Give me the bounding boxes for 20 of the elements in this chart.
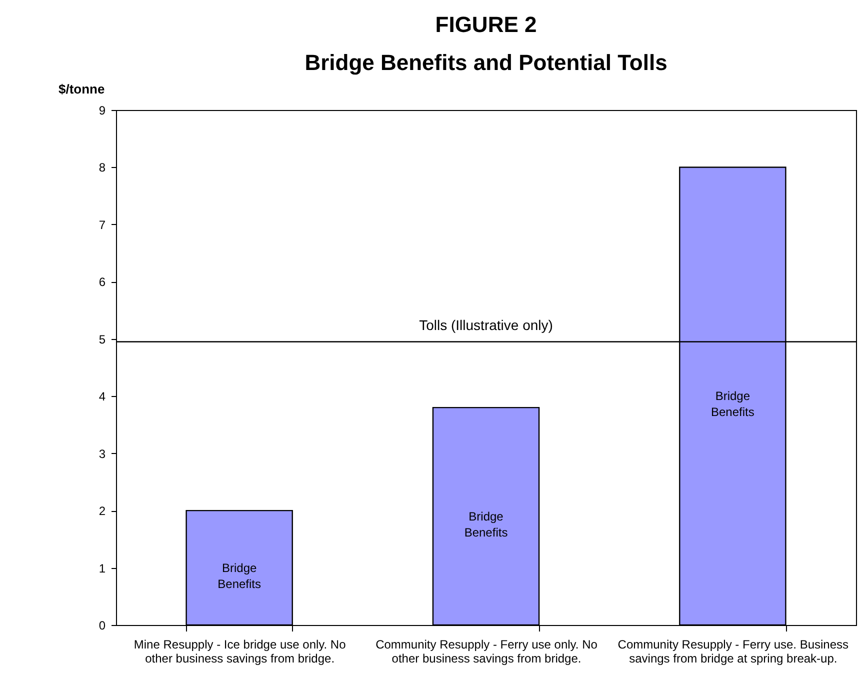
y-tick-label: 1	[98, 561, 106, 576]
annotation: Bridge Benefits	[710, 389, 754, 420]
y-tick-label: 4	[98, 390, 106, 404]
x-tick-label: Mine Resupply - Ice bridge use only. No other business savings from bridge.	[134, 638, 346, 666]
y-tick-label: 3	[98, 446, 106, 461]
y-tick-label: 2	[98, 504, 106, 518]
chart-title: FIGURE 2	[435, 12, 537, 37]
y-tick-label: 7	[98, 218, 106, 232]
y-axis-title: $/tonne	[58, 82, 105, 96]
annotation: Bridge Benefits	[218, 560, 262, 591]
ref-line-label: Tolls (Illustrative only)	[419, 316, 553, 333]
y-tick-label: 5	[98, 332, 106, 346]
x-tick-label: Community Resupply - Ferry use only. No other business savings from bridge.	[376, 638, 598, 666]
y-tick-label: 8	[98, 160, 106, 175]
y-tick-label: 6	[98, 275, 106, 290]
chart-subtitle: Bridge Benefits and Potential Tolls	[304, 50, 668, 75]
x-tick-label: Community Resupply - Ferry use. Business savings from bridge at spring break-up.	[618, 638, 849, 666]
y-tick-label: 9	[98, 104, 106, 118]
annotation: Bridge Benefits	[464, 509, 508, 540]
y-tick-label: 0	[98, 618, 106, 632]
